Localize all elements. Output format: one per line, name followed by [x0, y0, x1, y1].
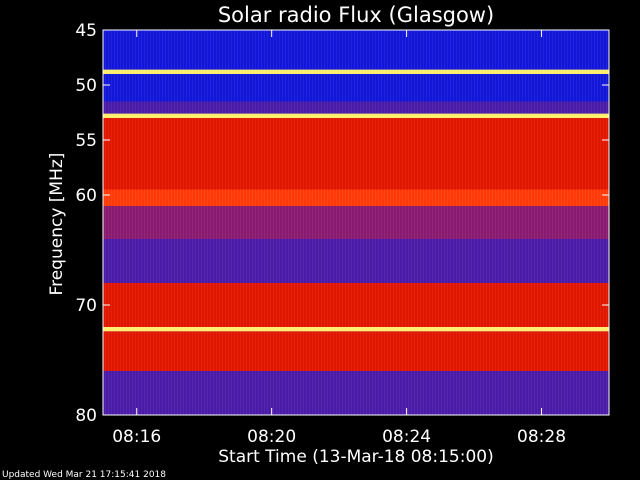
- y-tick-label: 80: [75, 406, 97, 426]
- band-texture-13: [103, 371, 609, 415]
- y-axis-label: Frequency [MHz]: [47, 153, 67, 296]
- x-tick-label: 08:28: [517, 427, 566, 447]
- band-2: [103, 69, 609, 74]
- y-tick-label: 60: [75, 186, 97, 206]
- band-texture-4: [103, 101, 609, 114]
- band-texture-3: [103, 74, 609, 102]
- spectrogram-plot: [103, 30, 609, 415]
- band-texture-0: [103, 30, 609, 52]
- chart-title: Solar radio Flux (Glasgow): [218, 3, 494, 27]
- band-texture-6: [103, 118, 609, 190]
- band-5: [103, 113, 609, 118]
- y-tick-label: 45: [75, 21, 97, 41]
- x-tick-label: 08:24: [382, 427, 431, 447]
- y-axis: 45 50 55 60 70 80: [75, 21, 609, 426]
- band-texture-1: [103, 52, 609, 70]
- x-axis-label: Start Time (13-Mar-18 08:15:00): [218, 447, 493, 467]
- band-texture-7: [103, 189, 609, 206]
- band-texture-12: [103, 331, 609, 371]
- band-11: [103, 327, 609, 332]
- x-axis: 08:16 08:20 08:24 08:28: [112, 30, 566, 447]
- band-texture-9: [103, 239, 609, 283]
- plot-border: [102, 29, 610, 416]
- plot-frame: [102, 29, 610, 416]
- band-texture-8: [103, 206, 609, 239]
- y-tick-label: 50: [75, 76, 97, 96]
- y-tick-label: 70: [75, 296, 97, 316]
- updated-timestamp: Updated Wed Mar 21 17:15:41 2018: [2, 470, 166, 480]
- band-texture-10: [103, 283, 609, 327]
- y-tick-label: 55: [75, 131, 97, 151]
- x-tick-label: 08:16: [112, 427, 161, 447]
- x-tick-label: 08:20: [247, 427, 296, 447]
